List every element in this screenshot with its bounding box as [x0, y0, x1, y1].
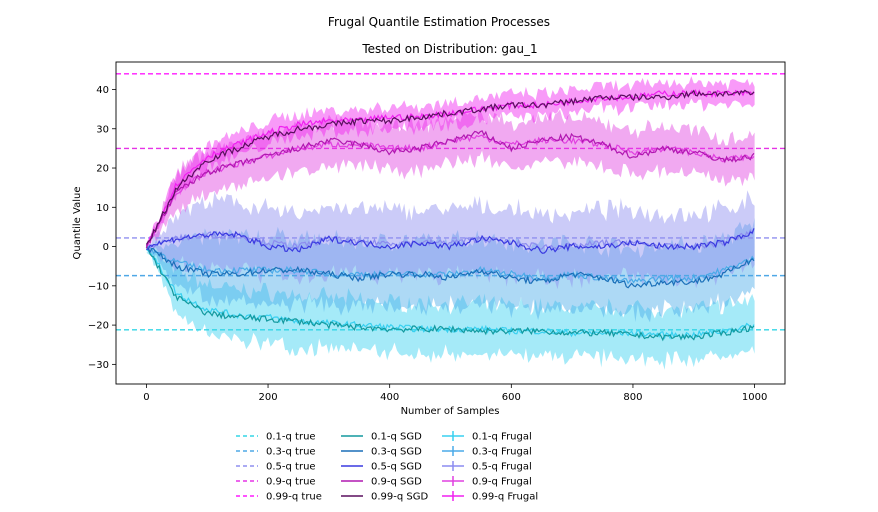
legend-item-sgd: 0.1-q SGD — [341, 432, 422, 443]
legend-label: 0.99-q SGD — [371, 492, 428, 503]
legend: 0.1-q true 0.3-q true 0.5-q true 0.9-q true… — [236, 431, 538, 503]
x-tick-label: 800 — [623, 392, 642, 403]
legend-label: 0.3-q SGD — [371, 447, 422, 458]
plot-frame — [115, 61, 786, 385]
legend-item-true: 0.9-q true — [236, 477, 316, 488]
x-tick-label: 400 — [380, 392, 399, 403]
legend-item-true: 0.5-q true — [236, 462, 316, 473]
y-tick-label: 20 — [96, 164, 109, 175]
x-tick-label: 1000 — [742, 392, 767, 403]
y-tick-label: 40 — [96, 85, 109, 96]
frugal-band-1 — [146, 247, 755, 370]
sgd-line-3 — [146, 228, 755, 254]
legend-item-sgd: 0.99-q SGD — [341, 492, 428, 503]
frugal-line-1 — [146, 248, 755, 340]
y-tick-label: 0 — [103, 242, 109, 253]
legend-item-frugal: 0.3-q Frugal — [442, 446, 532, 458]
y-axis-label: Quantile Value — [72, 187, 83, 260]
y-tick-label: 30 — [96, 124, 109, 135]
y-tick-label: −30 — [88, 360, 109, 371]
x-axis-label: Number of Samples — [401, 406, 500, 417]
x-axis: 0 200 400 600 800 1000 — [143, 384, 767, 403]
legend-label: 0.99-q true — [266, 492, 322, 503]
frugal-band-3 — [146, 190, 755, 290]
legend-label: 0.5-q true — [266, 462, 316, 473]
legend-label: 0.1-q true — [266, 432, 316, 443]
legend-label: 0.1-q Frugal — [472, 432, 532, 443]
legend-label: 0.9-q Frugal — [472, 477, 532, 488]
legend-label: 0.9-q true — [266, 477, 316, 488]
legend-label: 0.1-q SGD — [371, 432, 422, 443]
legend-item-frugal: 0.9-q Frugal — [442, 476, 532, 488]
sgd-line-4 — [145, 130, 755, 249]
legend-item-true: 0.99-q true — [236, 492, 322, 503]
y-tick-label: −20 — [88, 321, 109, 332]
sgd-line-5 — [145, 89, 755, 245]
legend-item-sgd: 0.9-q SGD — [341, 477, 422, 488]
legend-label: 0.3-q true — [266, 447, 316, 458]
legend-label: 0.99-q Frugal — [472, 492, 538, 503]
legend-item-true: 0.1-q true — [236, 432, 316, 443]
chart-title: Frugal Quantile Estimation Processes — [328, 15, 550, 29]
sgd-line-2 — [146, 247, 755, 289]
frugal-band-4 — [146, 109, 755, 248]
legend-item-true: 0.3-q true — [236, 447, 316, 458]
legend-label: 0.5-q Frugal — [472, 462, 532, 473]
legend-label: 0.9-q SGD — [371, 477, 422, 488]
y-axis: −30 −20 −10 0 10 20 30 40 — [88, 85, 116, 371]
legend-item-sgd: 0.3-q SGD — [341, 447, 422, 458]
legend-item-frugal: 0.5-q Frugal — [442, 461, 532, 473]
y-tick-label: 10 — [96, 203, 109, 214]
frugal-line-2 — [145, 245, 755, 285]
frugal-band-2 — [146, 218, 755, 323]
x-tick-label: 600 — [502, 392, 521, 403]
plot-area — [116, 73, 785, 370]
legend-label: 0.3-q Frugal — [472, 447, 532, 458]
chart-subtitle: Tested on Distribution: gau_1 — [361, 42, 537, 56]
x-tick-label: 200 — [258, 392, 277, 403]
legend-item-sgd: 0.5-q SGD — [341, 462, 422, 473]
legend-item-frugal: 0.99-q Frugal — [442, 491, 538, 503]
sgd-line-1 — [145, 245, 755, 342]
x-tick-label: 0 — [143, 392, 149, 403]
legend-item-frugal: 0.1-q Frugal — [442, 431, 532, 443]
y-tick-label: −10 — [88, 281, 109, 292]
legend-label: 0.5-q SGD — [371, 462, 422, 473]
